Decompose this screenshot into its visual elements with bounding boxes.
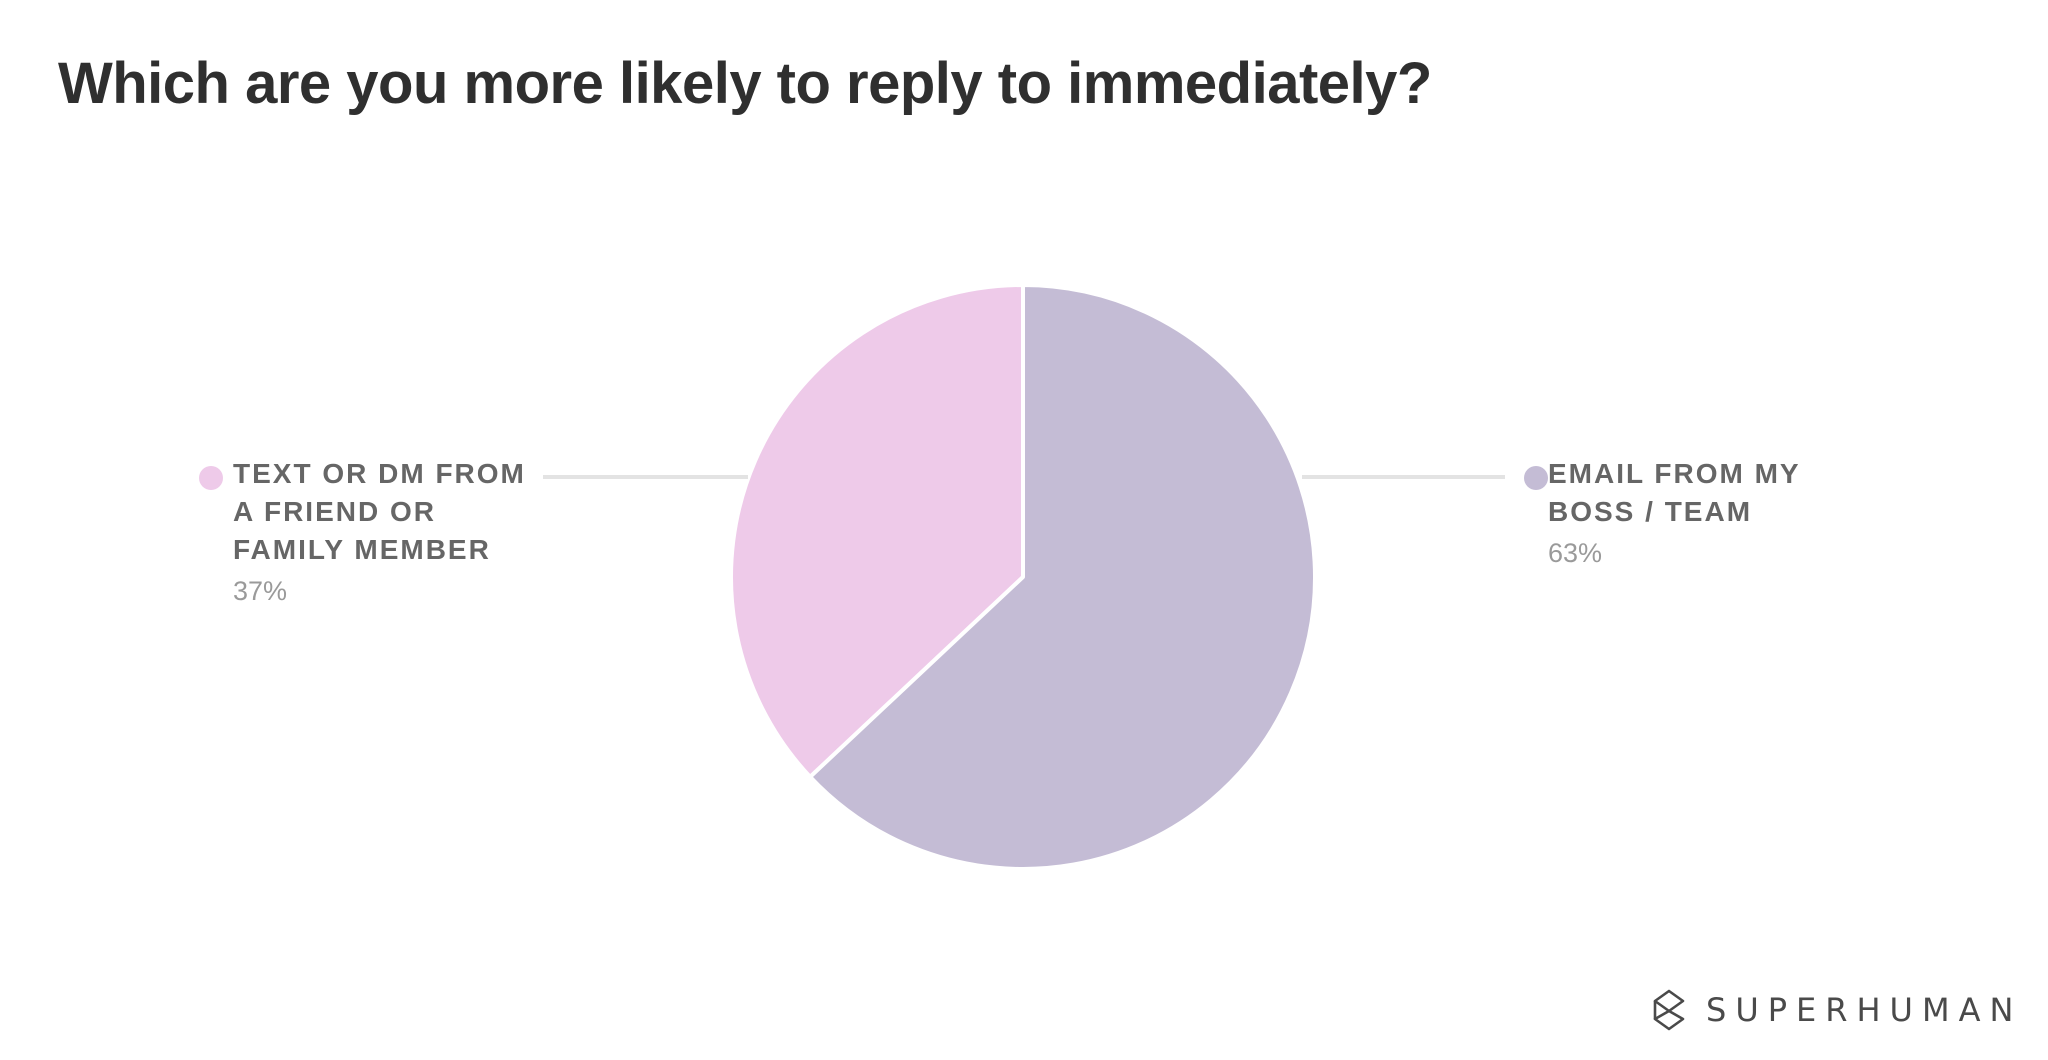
pie-slice-email [808, 283, 1317, 871]
chart-title: Which are you more likely to reply to im… [58, 51, 1432, 116]
legend-value-email: 63% [1548, 538, 1603, 568]
pie-slices [729, 283, 1317, 871]
legend-right: EMAIL FROM MY BOSS / TEAM 63% [1548, 455, 1868, 573]
brand-logo: SUPERHUMAN [1650, 985, 2022, 1035]
legend-dots [199, 466, 1548, 490]
legend-label-email: EMAIL FROM MY BOSS / TEAM [1548, 458, 1801, 527]
superhuman-logo-icon [1653, 989, 1685, 1031]
legend-dot-email [1524, 466, 1548, 490]
legend-left: TEXT OR DM FROM A FRIEND OR FAMILY MEMBE… [233, 455, 553, 611]
legend-dot-text-or-dm [199, 466, 223, 490]
brand-name: SUPERHUMAN [1706, 991, 2023, 1029]
legend-value-text-or-dm: 37% [233, 576, 288, 606]
legend-label-text-or-dm: TEXT OR DM FROM A FRIEND OR FAMILY MEMBE… [233, 458, 526, 565]
pie-slice-text-or-dm [729, 283, 1025, 779]
